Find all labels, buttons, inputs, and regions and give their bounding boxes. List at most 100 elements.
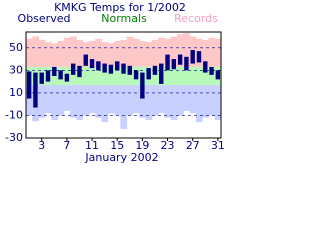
observed-bar: [77, 65, 82, 78]
record-high-band: [70, 36, 77, 67]
observed-bar: [39, 72, 44, 84]
record-low-band: [202, 85, 209, 118]
x-tick-label: 7: [63, 139, 70, 152]
record-high-band: [176, 34, 184, 67]
normal-band: [95, 66, 102, 85]
normal-band: [126, 66, 134, 85]
record-low-band: [151, 85, 159, 116]
record-high-band: [139, 41, 147, 67]
record-high-band: [38, 39, 46, 67]
observed-bar: [133, 70, 139, 80]
observed-bar: [89, 59, 95, 69]
record-low-band: [189, 85, 197, 114]
observed-bar: [203, 61, 208, 73]
observed-bar: [215, 70, 221, 80]
observed-bar: [115, 61, 120, 71]
record-low-band: [95, 85, 102, 118]
record-high-band: [114, 41, 121, 67]
record-high-band: [126, 36, 134, 67]
record-low-band: [76, 85, 84, 120]
observed-bar: [146, 68, 151, 80]
chart-title: KMKG Temps for 1/2002: [54, 1, 186, 14]
normal-band: [114, 66, 121, 85]
chart: KMKG Temps for 1/2002 Observed Normals R…: [5, 1, 225, 164]
normal-band: [189, 66, 197, 85]
observed-bar: [33, 72, 38, 108]
record-low-band: [26, 85, 33, 116]
record-high-band: [132, 38, 140, 67]
normal-band: [120, 66, 128, 85]
record-low-band: [183, 85, 191, 111]
y-tick-label: -10: [5, 108, 23, 121]
observed-bar: [165, 54, 170, 71]
observed-bar: [140, 72, 145, 99]
x-tick-label: 19: [135, 139, 149, 152]
plot-frame: [25, 31, 222, 139]
record-high-band: [183, 33, 191, 67]
record-high-band: [44, 42, 52, 67]
legend-entry: Observed: [18, 12, 71, 25]
observed-bar: [127, 65, 132, 75]
record-low-band: [82, 85, 90, 116]
record-low-band: [38, 85, 46, 118]
x-tick-label: 31: [211, 139, 225, 152]
x-tick-label: 27: [186, 139, 200, 152]
record-low-band: [114, 85, 121, 116]
normal-band: [101, 66, 109, 85]
record-low-band: [164, 85, 172, 118]
record-low-band: [51, 85, 58, 120]
record-low-band: [214, 85, 222, 120]
record-high-band: [101, 42, 109, 67]
record-high-band: [95, 38, 102, 67]
observed-bar: [121, 63, 126, 74]
normal-band: [151, 66, 159, 85]
record-high-band: [57, 41, 65, 67]
legend-entry: Normals: [101, 12, 147, 25]
record-low-band: [170, 85, 178, 120]
x-axis-label: January 2002: [84, 151, 158, 164]
x-tick-label: 3: [38, 139, 45, 152]
normal-band: [195, 66, 203, 85]
record-low-band: [208, 85, 216, 116]
record-high-band: [26, 38, 33, 67]
legend-entry: Records: [174, 12, 218, 25]
record-high-band: [158, 37, 165, 67]
record-low-band: [63, 85, 71, 111]
record-low-band: [120, 85, 128, 129]
observed-bar: [196, 51, 202, 63]
record-high-band: [88, 41, 96, 67]
y-tick-label: 30: [9, 63, 23, 76]
record-high-band: [214, 38, 222, 67]
normal-band: [107, 66, 115, 85]
y-tick-label: 50: [9, 41, 23, 54]
observed-bar: [58, 70, 63, 80]
observed-bar: [152, 65, 158, 75]
record-high-band: [170, 36, 178, 67]
y-tick-label: 10: [9, 86, 23, 99]
observed-bar: [184, 56, 189, 71]
record-high-band: [107, 43, 115, 67]
observed-bar: [190, 50, 195, 64]
normal-band: [183, 66, 191, 85]
normal-band: [176, 66, 184, 85]
observed-bar: [102, 63, 107, 73]
record-low-band: [57, 85, 65, 116]
record-high-band: [76, 39, 84, 67]
normal-band: [82, 66, 90, 85]
record-low-band: [139, 85, 147, 118]
record-low-band: [44, 85, 52, 114]
record-low-band: [158, 85, 165, 114]
record-high-band: [120, 39, 128, 67]
observed-bar: [83, 54, 88, 66]
observed-bar: [26, 71, 32, 99]
record-low-band: [101, 85, 109, 123]
record-low-band: [195, 85, 203, 123]
record-high-band: [32, 36, 40, 67]
x-tick-label: 11: [85, 139, 99, 152]
observed-bar: [96, 61, 101, 71]
normal-band: [208, 66, 216, 85]
record-low-band: [176, 85, 184, 116]
record-low-band: [107, 85, 115, 114]
observed-bar: [159, 63, 164, 84]
x-tick-label: 15: [110, 139, 124, 152]
